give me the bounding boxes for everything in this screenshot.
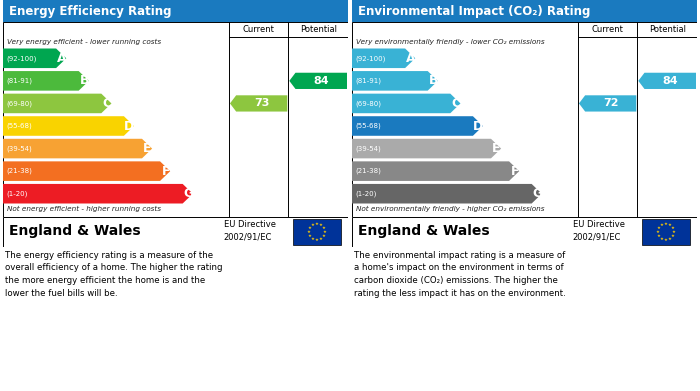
Polygon shape	[579, 95, 636, 111]
Text: EU Directive
2002/91/EC: EU Directive 2002/91/EC	[573, 220, 625, 241]
Text: D: D	[473, 120, 484, 133]
Text: ★: ★	[668, 237, 672, 241]
Polygon shape	[3, 184, 193, 203]
Text: ★: ★	[307, 230, 311, 234]
Polygon shape	[3, 93, 111, 113]
Text: E: E	[492, 142, 500, 155]
Text: England & Wales: England & Wales	[358, 224, 489, 237]
Text: B: B	[80, 74, 89, 87]
Text: Energy Efficiency Rating: Energy Efficiency Rating	[9, 5, 171, 18]
Text: Not environmentally friendly - higher CO₂ emissions: Not environmentally friendly - higher CO…	[356, 206, 545, 212]
Text: (1-20): (1-20)	[6, 190, 27, 197]
Polygon shape	[352, 184, 542, 203]
Text: (92-100): (92-100)	[6, 55, 36, 61]
Text: G: G	[532, 187, 542, 200]
Text: ★: ★	[319, 237, 323, 241]
Text: C: C	[452, 97, 461, 110]
Text: ★: ★	[664, 222, 668, 226]
Bar	[3, 0, 348, 22]
Text: Current: Current	[592, 25, 624, 34]
Text: ★: ★	[319, 223, 323, 227]
Text: 72: 72	[603, 99, 619, 108]
Text: ★: ★	[657, 226, 661, 230]
Text: ★: ★	[664, 238, 668, 242]
Bar	[642, 219, 690, 245]
Text: ★: ★	[311, 223, 315, 227]
Text: EU Directive
2002/91/EC: EU Directive 2002/91/EC	[224, 220, 276, 241]
Text: ★: ★	[322, 226, 326, 230]
Text: (39-54): (39-54)	[6, 145, 32, 152]
Text: C: C	[102, 97, 111, 110]
Text: A: A	[406, 52, 416, 65]
Text: ★: ★	[656, 230, 660, 234]
Text: (55-68): (55-68)	[355, 123, 381, 129]
Text: Not energy efficient - higher running costs: Not energy efficient - higher running co…	[7, 206, 161, 212]
Text: G: G	[183, 187, 193, 200]
Text: ★: ★	[660, 223, 664, 227]
Text: ★: ★	[657, 234, 661, 238]
Polygon shape	[352, 48, 415, 68]
Text: ★: ★	[668, 223, 672, 227]
Text: ★: ★	[660, 237, 664, 241]
Bar	[352, 22, 697, 217]
Text: Very environmentally friendly - lower CO₂ emissions: Very environmentally friendly - lower CO…	[356, 39, 545, 45]
Text: (81-91): (81-91)	[6, 77, 32, 84]
Text: 84: 84	[314, 76, 329, 86]
Text: ★: ★	[671, 226, 675, 230]
Text: Potential: Potential	[649, 25, 686, 34]
Text: (55-68): (55-68)	[6, 123, 32, 129]
Text: Current: Current	[243, 25, 274, 34]
Bar	[3, 22, 348, 217]
Text: B: B	[428, 74, 438, 87]
Text: ★: ★	[308, 234, 312, 238]
Text: ★: ★	[671, 234, 675, 238]
Polygon shape	[3, 71, 89, 91]
Polygon shape	[3, 139, 152, 158]
Text: D: D	[125, 120, 134, 133]
Text: (21-38): (21-38)	[6, 168, 32, 174]
Text: Potential: Potential	[300, 25, 337, 34]
Text: (92-100): (92-100)	[355, 55, 386, 61]
Polygon shape	[352, 139, 501, 158]
Polygon shape	[3, 161, 170, 181]
Text: England & Wales: England & Wales	[9, 224, 141, 237]
Text: (69-80): (69-80)	[6, 100, 32, 107]
Text: 73: 73	[254, 99, 270, 108]
Polygon shape	[3, 116, 134, 136]
Text: E: E	[144, 142, 152, 155]
Text: (81-91): (81-91)	[355, 77, 381, 84]
Text: (69-80): (69-80)	[355, 100, 381, 107]
Text: A: A	[57, 52, 66, 65]
Text: The energy efficiency rating is a measure of the
overall efficiency of a home. T: The energy efficiency rating is a measur…	[5, 251, 223, 298]
Text: (39-54): (39-54)	[355, 145, 381, 152]
Text: Very energy efficient - lower running costs: Very energy efficient - lower running co…	[7, 39, 161, 45]
Text: F: F	[162, 165, 170, 178]
Text: ★: ★	[315, 222, 319, 226]
Text: ★: ★	[315, 238, 319, 242]
Text: (1-20): (1-20)	[355, 190, 377, 197]
Text: ★: ★	[322, 234, 326, 238]
Polygon shape	[352, 93, 461, 113]
Polygon shape	[352, 161, 519, 181]
Text: ★: ★	[308, 226, 312, 230]
Text: ★: ★	[672, 230, 676, 234]
Text: F: F	[510, 165, 519, 178]
Polygon shape	[289, 73, 347, 89]
Polygon shape	[638, 73, 696, 89]
Text: ★: ★	[323, 230, 327, 234]
Bar	[293, 219, 341, 245]
Bar	[352, 0, 697, 22]
Polygon shape	[230, 95, 287, 111]
Text: The environmental impact rating is a measure of
a home's impact on the environme: The environmental impact rating is a mea…	[354, 251, 566, 298]
Polygon shape	[3, 48, 66, 68]
Polygon shape	[352, 71, 438, 91]
Text: (21-38): (21-38)	[355, 168, 381, 174]
Text: Environmental Impact (CO₂) Rating: Environmental Impact (CO₂) Rating	[358, 5, 590, 18]
Text: ★: ★	[311, 237, 315, 241]
Text: 84: 84	[662, 76, 678, 86]
Polygon shape	[352, 116, 483, 136]
